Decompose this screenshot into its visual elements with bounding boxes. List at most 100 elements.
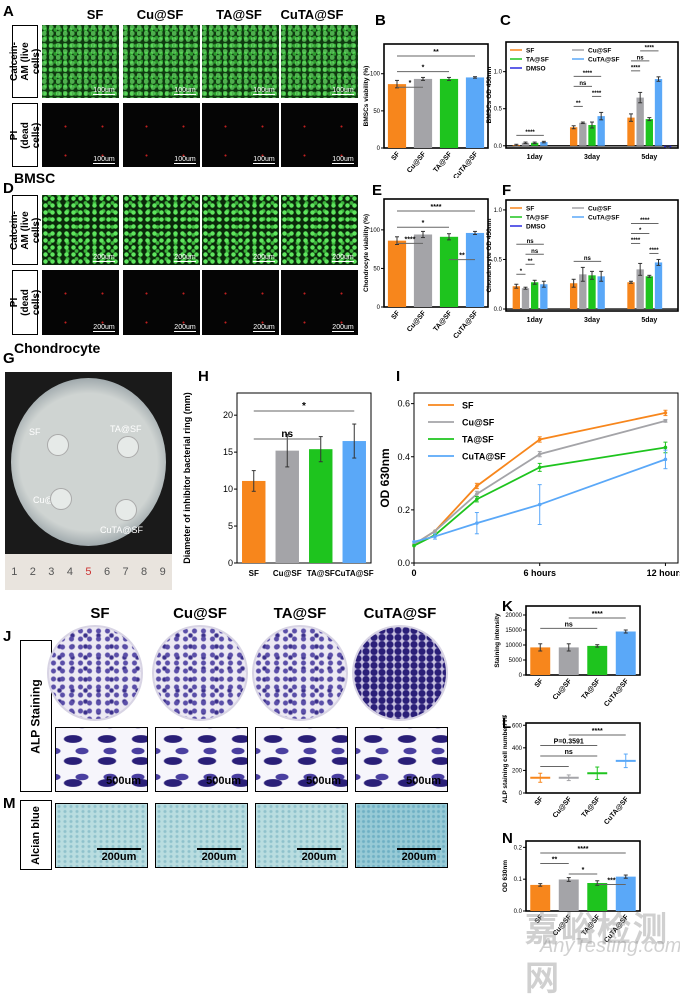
y-tick-label: 0.4 — [397, 452, 410, 462]
x-tick-label: 12 hours — [647, 568, 680, 578]
bar-sf — [387, 84, 407, 148]
j-header-cu-sf: Cu@SF — [173, 605, 227, 622]
watermark-en: AnyTesting.com — [540, 935, 680, 957]
data-point — [412, 539, 416, 544]
bar-sf — [569, 283, 578, 310]
bar-ta-sf — [645, 276, 654, 310]
micrograph-cu-sf: 100um — [123, 103, 200, 167]
y-tick-label: 10 — [223, 484, 233, 494]
y-tick-label: 0.0 — [514, 909, 523, 915]
significance-label: ns — [565, 621, 573, 628]
row-label-text: Alcian blue — [29, 805, 42, 865]
bar-ta-sf — [309, 449, 333, 563]
row-label-alcian: Alcian blue — [20, 800, 52, 870]
scale-bar: 200um — [174, 254, 196, 262]
bar-cu-sf — [579, 122, 587, 146]
legend-label: Cu@SF — [462, 418, 495, 428]
y-tick-label: 15 — [223, 447, 233, 457]
bar-cuta-sf — [615, 876, 636, 911]
alp-stained-well — [352, 625, 448, 721]
scale-bar-label: 200um — [174, 324, 196, 331]
x-tick-label: SF — [390, 309, 402, 321]
scale-bar: 500um — [406, 775, 441, 787]
legend-label: TA@SF — [526, 215, 549, 222]
significance-label: **** — [592, 611, 603, 618]
y-tick-label: 0.1 — [514, 877, 523, 883]
significance-label: **** — [649, 248, 659, 254]
bar-ta-sf — [530, 142, 539, 146]
y-tick-label: 0.5 — [494, 257, 503, 263]
alp-stained-well — [152, 625, 248, 721]
bar-sf — [530, 647, 551, 675]
scale-bar-label: 200um — [332, 324, 354, 331]
alp-zoom-image: 500um — [55, 727, 148, 792]
alp-zoom-image: 500um — [255, 727, 348, 792]
x-tick-label: Cu@SF — [406, 309, 428, 333]
chart-k: 0 5000 10000 15000 20000 Staining intensity SF… — [494, 605, 641, 708]
ruler-number: 2 — [29, 566, 36, 578]
legend-label: TA@SF — [462, 435, 494, 445]
legend-label: CuTA@SF — [588, 215, 620, 222]
alp-zoom-image: 500um — [355, 727, 448, 792]
plot-frame — [236, 392, 372, 564]
significance-label: * — [639, 228, 642, 234]
scale-bar-label: 100um — [332, 156, 354, 163]
scale-bar-label: 100um — [93, 156, 115, 163]
scale-bar-label: 200um — [401, 851, 437, 863]
significance-label: ** — [433, 49, 439, 56]
micrograph-sf: 100um — [42, 103, 119, 167]
x-tick-label: Cu@SF — [273, 569, 302, 578]
x-tick-label: Cu@SF — [552, 795, 574, 819]
data-point — [537, 452, 542, 456]
legend-label: CuTA@SF — [588, 57, 620, 64]
panel-label-c: C — [500, 12, 511, 29]
plot-frame — [383, 43, 489, 149]
significance-label: **** — [631, 238, 641, 244]
scale-bar: 100um — [174, 87, 196, 95]
row-label-calcein-bmsc: Calcein-AM (live cells) — [9, 25, 42, 98]
scale-bar: 500um — [206, 775, 241, 787]
dish-label-ta-sf: TA@SF — [110, 424, 142, 434]
bar-ta-sf — [588, 275, 596, 310]
scale-bar-label: 500um — [206, 775, 241, 787]
disc-cuta-sf — [115, 499, 137, 521]
significance-label: **** — [631, 65, 641, 71]
x-tick-label: CuTA@SF — [452, 309, 480, 340]
significance-label: **** — [583, 71, 593, 77]
y-tick-label: 5000 — [509, 658, 523, 664]
significance-label: * — [409, 80, 412, 87]
ruler-number: 7 — [122, 566, 129, 578]
x-tick-label: SF — [249, 569, 259, 578]
column-header-cu-sf: Cu@SF — [136, 7, 184, 22]
bar-cuta-sf — [465, 77, 485, 148]
scale-bar: 200um — [174, 324, 196, 332]
alcian-blue-image: 200um — [55, 803, 148, 868]
bar-ta-sf — [645, 119, 654, 146]
y-tick-label: 0.0 — [494, 307, 503, 313]
legend-label: CuTA@SF — [462, 452, 506, 462]
plot-frame — [413, 392, 679, 564]
y-axis-label: Chondrocyte OD 450nm — [486, 218, 493, 292]
j-header-cuta-sf: CuTA@SF — [363, 605, 437, 622]
y-tick-label: 0 — [228, 558, 233, 568]
significance-label: * — [422, 220, 425, 227]
micrograph-sf: 200um — [42, 270, 119, 335]
bar-ta-sf — [530, 282, 539, 310]
bar-cuta-sf — [615, 631, 636, 675]
bar-ta-sf — [439, 78, 459, 148]
bar-cuta-sf — [597, 116, 605, 146]
data-point — [475, 492, 479, 496]
data-point — [663, 457, 668, 462]
scale-bar: 500um — [306, 775, 341, 787]
micrograph-cuta-sf: 200um — [281, 195, 358, 265]
scale-bar-label: 200um — [174, 254, 196, 261]
bar-sf — [627, 117, 635, 146]
x-group-label: 1day — [527, 317, 543, 324]
x-tick-label: TA@SF — [432, 309, 454, 333]
bar-sf — [512, 286, 520, 310]
row-label-pi-chondro: PI (dead cells) — [9, 270, 42, 335]
y-tick-label: 600 — [512, 723, 523, 729]
bar-cu-sf — [636, 269, 644, 310]
